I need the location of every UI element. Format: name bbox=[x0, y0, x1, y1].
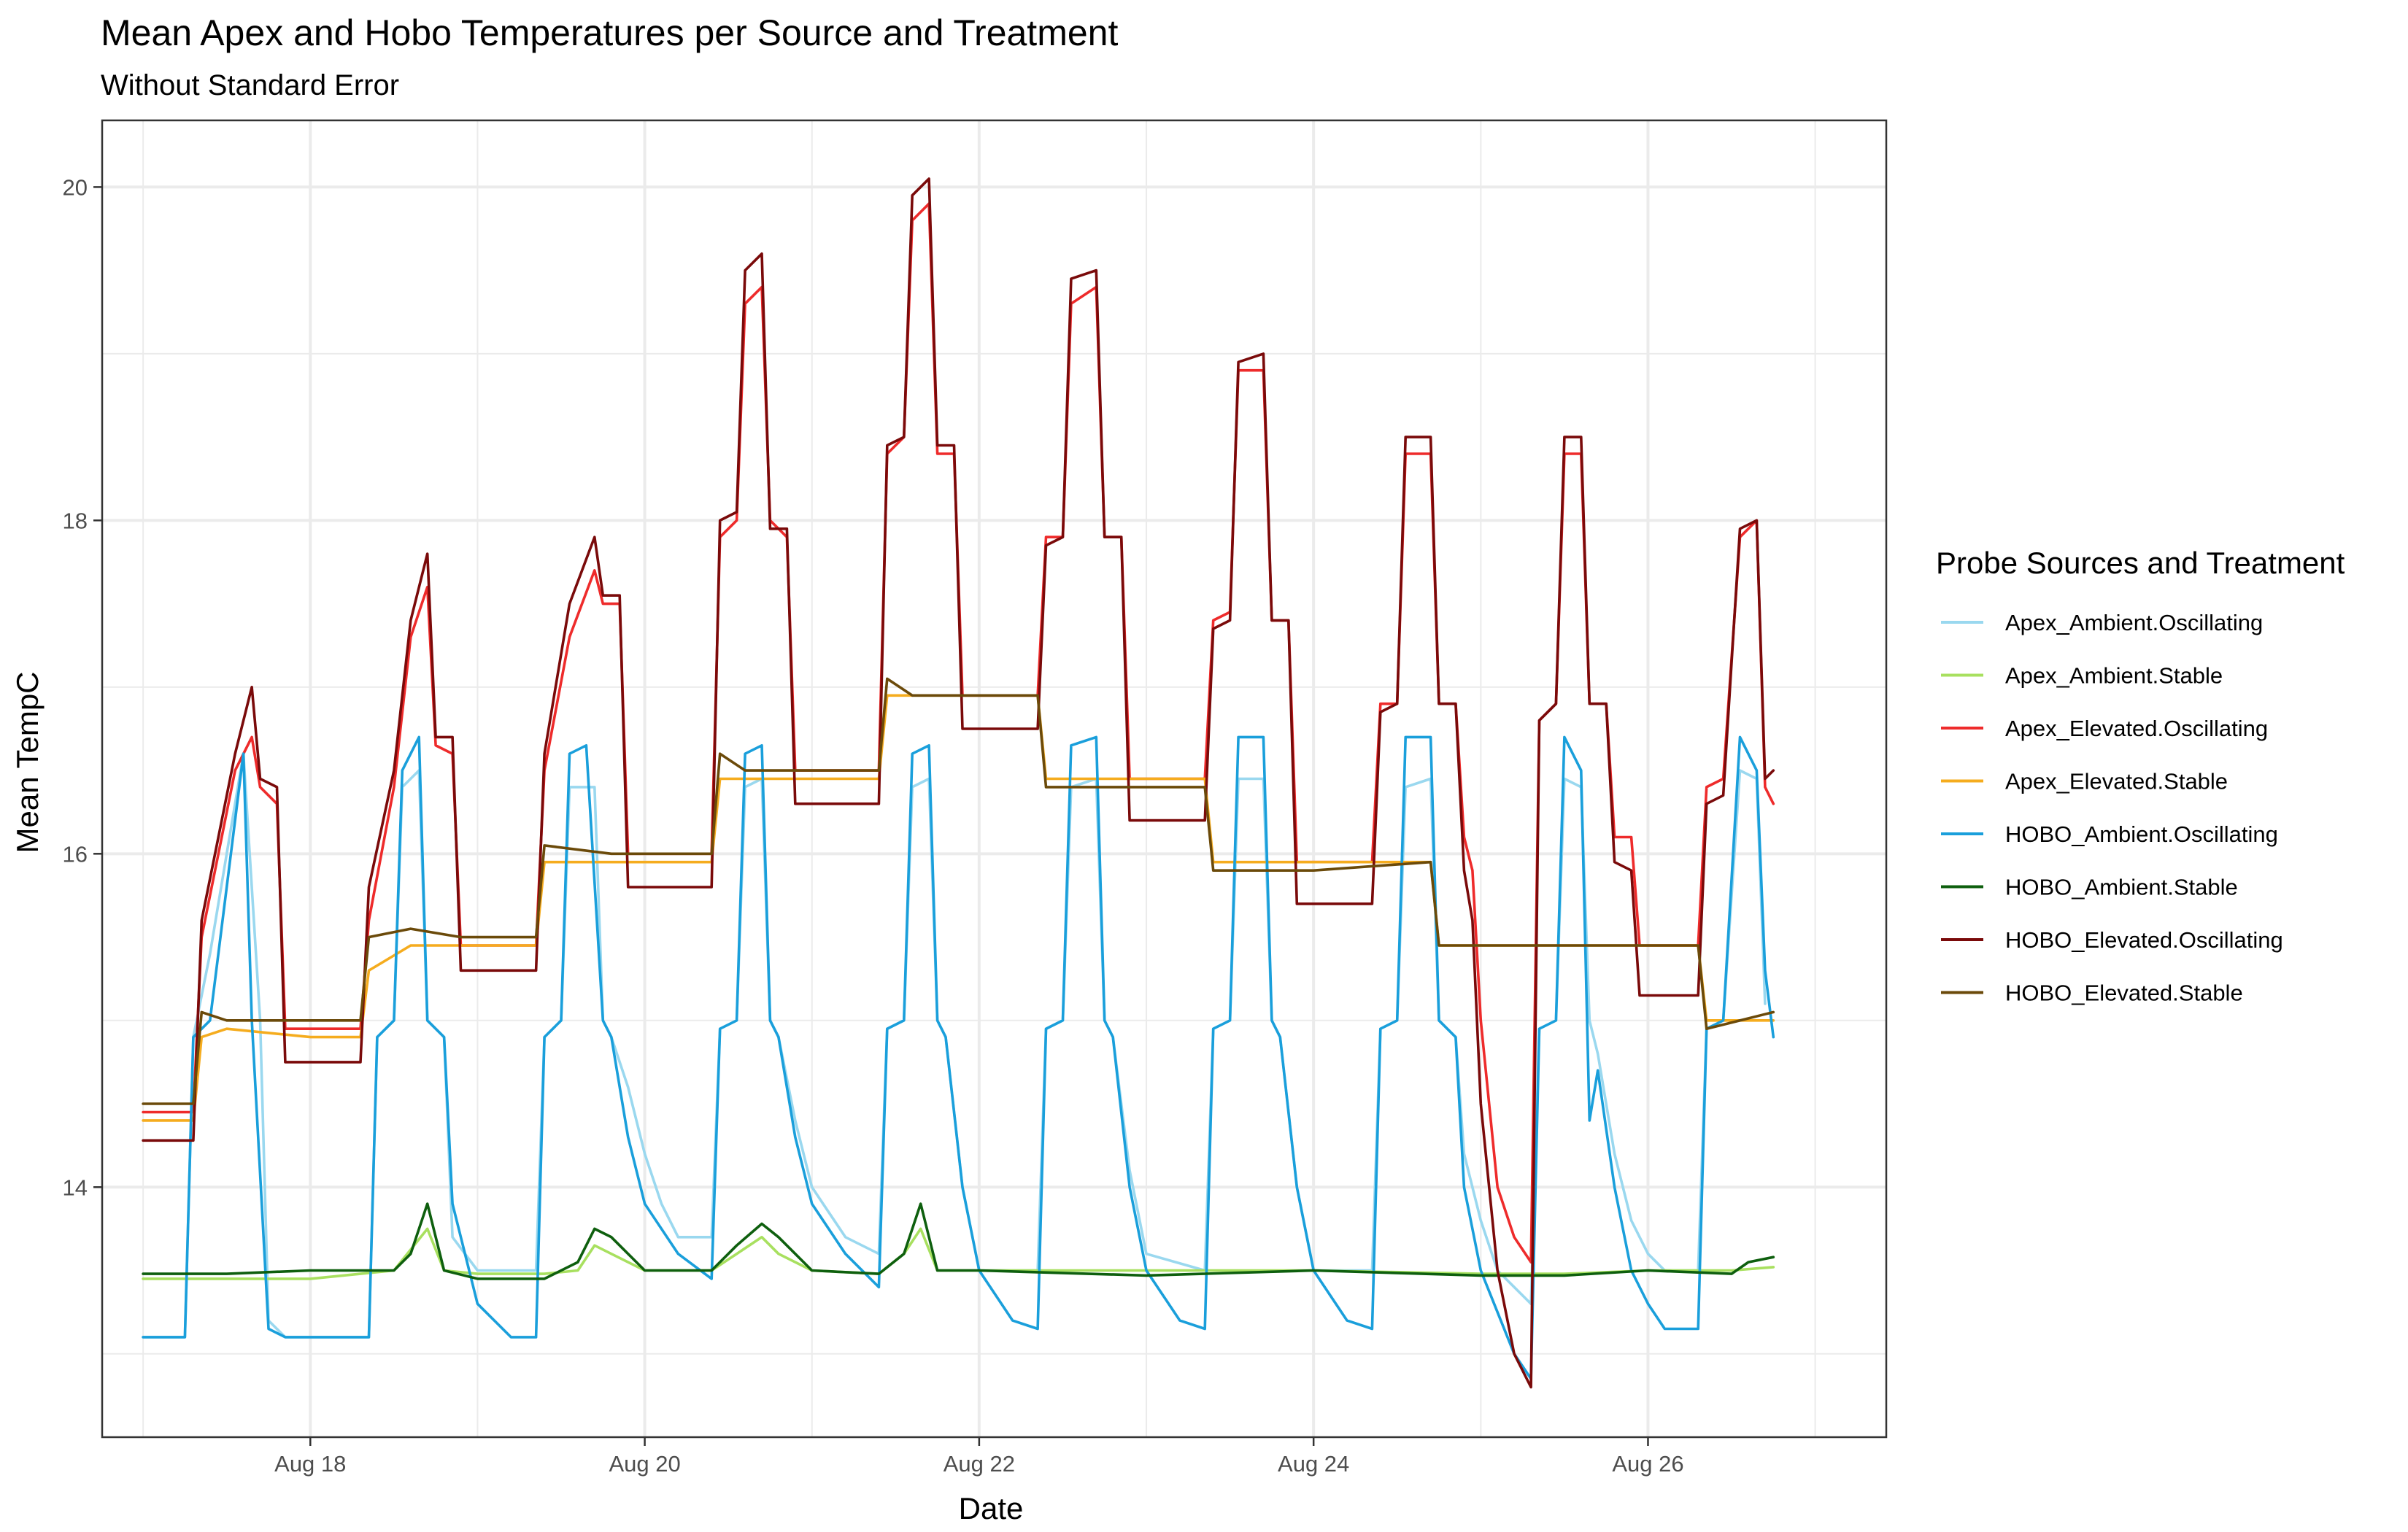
y-tick-label: 16 bbox=[63, 841, 88, 867]
legend-label-apex-ambient-stable: Apex_Ambient.Stable bbox=[2005, 663, 2223, 689]
x-axis: Aug 18 Aug 20 Aug 22 Aug 24 Aug 26 bbox=[274, 1437, 1684, 1477]
y-tick-label: 20 bbox=[63, 174, 88, 200]
legend-label-hobo-elevated-stable: HOBO_Elevated.Stable bbox=[2005, 980, 2243, 1006]
y-axis-title: Mean TempC bbox=[10, 671, 45, 853]
y-axis: 14 16 18 20 bbox=[63, 174, 102, 1200]
grid-lines bbox=[102, 120, 1886, 1437]
series-line-hobo-elevated-stable bbox=[142, 677, 1775, 1105]
series-line-hobo-ambient-oscillating bbox=[142, 735, 1775, 1380]
chart-subtitle: Without Standard Error bbox=[101, 69, 399, 101]
series-line-hobo-elevated-oscillating bbox=[142, 177, 1775, 1389]
legend-title: Probe Sources and Treatment bbox=[1936, 546, 2345, 580]
series-line-hobo-ambient-stable bbox=[142, 1202, 1775, 1280]
x-tick-label: Aug 26 bbox=[1612, 1451, 1683, 1477]
plot-panel-border bbox=[101, 119, 1888, 1439]
legend-label-hobo-elevated-oscillating: HOBO_Elevated.Oscillating bbox=[2005, 927, 2283, 953]
legend-label-apex-ambient-oscillating: Apex_Ambient.Oscillating bbox=[2005, 610, 2263, 635]
y-tick-label: 14 bbox=[63, 1175, 88, 1200]
x-tick-label: Aug 22 bbox=[943, 1451, 1015, 1477]
chart-title: Mean Apex and Hobo Temperatures per Sour… bbox=[101, 12, 1118, 53]
series-lines bbox=[142, 177, 1775, 1389]
x-tick-label: Aug 20 bbox=[609, 1451, 680, 1477]
x-tick-label: Aug 18 bbox=[274, 1451, 346, 1477]
x-tick-label: Aug 24 bbox=[1278, 1451, 1349, 1477]
legend-label-apex-elevated-oscillating: Apex_Elevated.Oscillating bbox=[2005, 716, 2268, 741]
y-tick-label: 18 bbox=[63, 508, 88, 533]
legend-label-hobo-ambient-stable: HOBO_Ambient.Stable bbox=[2005, 875, 2238, 900]
legend-label-apex-elevated-stable: Apex_Elevated.Stable bbox=[2005, 769, 2228, 794]
legend: Probe Sources and Treatment Apex_Ambient… bbox=[1936, 546, 2345, 1006]
x-axis-title: Date bbox=[959, 1491, 1024, 1525]
legend-label-hobo-ambient-oscillating: HOBO_Ambient.Oscillating bbox=[2005, 821, 2278, 847]
